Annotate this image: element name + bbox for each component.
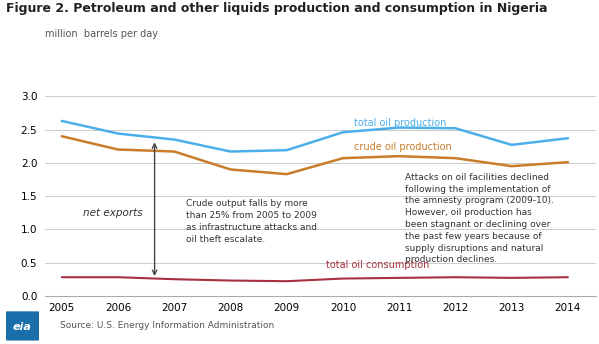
Text: eia: eia [13,322,32,332]
Text: million  barrels per day: million barrels per day [45,29,158,39]
Text: Figure 2. Petroleum and other liquids production and consumption in Nigeria: Figure 2. Petroleum and other liquids pr… [6,2,547,15]
Text: net exports: net exports [83,208,142,218]
Text: total oil consumption: total oil consumption [326,260,429,270]
Text: Source: U.S. Energy Information Administration: Source: U.S. Energy Information Administ… [60,321,274,330]
Text: total oil production: total oil production [354,118,447,128]
Text: crude oil production: crude oil production [354,142,452,152]
Text: Crude output falls by more
than 25% from 2005 to 2009
as infrastructure attacks : Crude output falls by more than 25% from… [186,200,316,244]
FancyBboxPatch shape [4,311,41,341]
Text: Attacks on oil facilities declined
following the implementation of
the amnesty p: Attacks on oil facilities declined follo… [405,173,553,265]
